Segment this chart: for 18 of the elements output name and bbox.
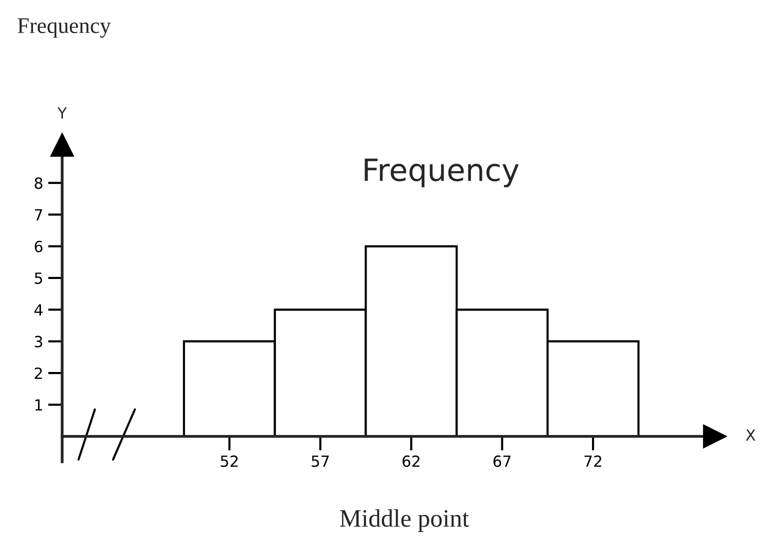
- x-tick-label: 72: [584, 455, 602, 467]
- y-tick-label: 7: [34, 209, 42, 220]
- y-tick-label: 4: [34, 304, 43, 316]
- text: Y: [57, 107, 67, 119]
- x-tick-label: 62: [402, 455, 420, 467]
- y-tick-label: 3: [34, 336, 42, 348]
- x-tick-label: 67: [493, 455, 511, 467]
- y-tick-label: 5: [34, 272, 42, 284]
- chart-title: Frequency: [364, 158, 519, 188]
- y-tick-label: 8: [34, 177, 42, 189]
- text: X: [746, 429, 756, 441]
- y-tick-label: 6: [34, 240, 42, 252]
- x-tick-label: 57: [312, 456, 329, 467]
- text: Frequency: [18, 18, 111, 38]
- x-tick-label: 52: [220, 455, 238, 467]
- y-tick-label: 2: [34, 367, 42, 379]
- y-tick-label: 1: [35, 399, 42, 411]
- x-axis-title: Middle point: [340, 509, 469, 532]
